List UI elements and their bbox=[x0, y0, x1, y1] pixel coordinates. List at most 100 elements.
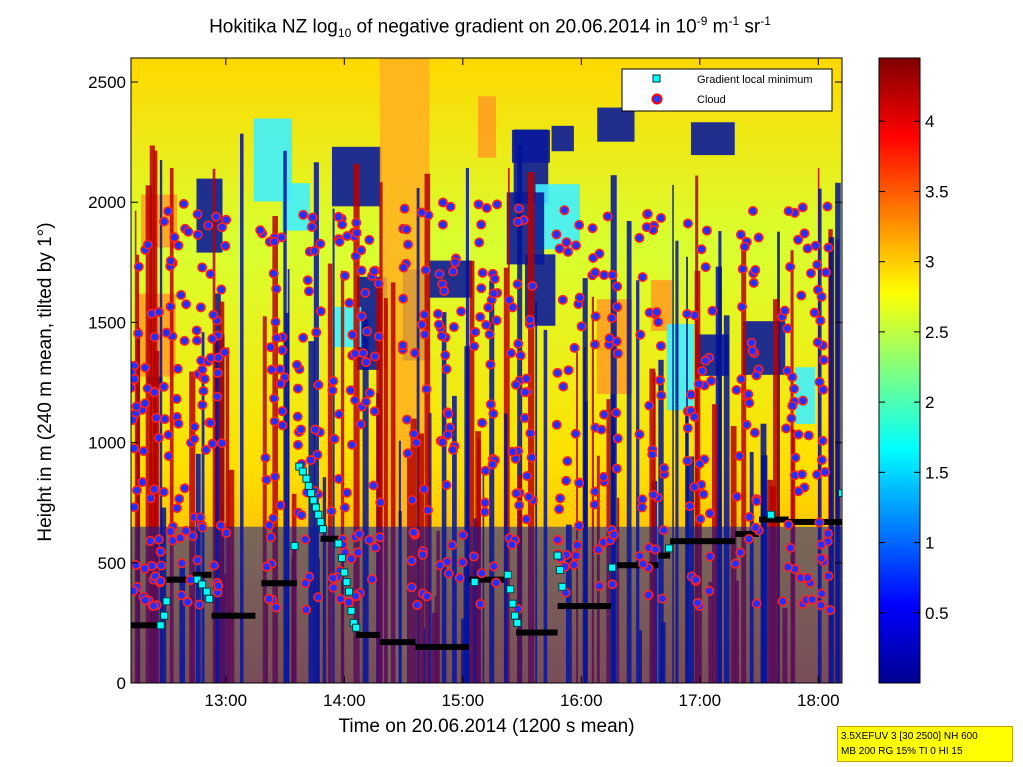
cloud-point bbox=[341, 487, 352, 498]
cloud-point bbox=[822, 528, 833, 539]
cloud-point bbox=[701, 225, 712, 236]
field-blob bbox=[506, 192, 545, 265]
cloud-point bbox=[656, 213, 667, 224]
cloud-point bbox=[360, 396, 371, 407]
cloud-point bbox=[408, 428, 419, 439]
field-streak bbox=[469, 260, 475, 683]
cloud-point bbox=[555, 493, 566, 504]
field-streak bbox=[149, 145, 155, 683]
cloud-point bbox=[820, 267, 831, 278]
gradient-min-step bbox=[557, 603, 611, 610]
cloud-point bbox=[131, 374, 140, 385]
gradient-min-step bbox=[735, 530, 760, 537]
gradient-min-point bbox=[508, 599, 517, 608]
cloud-point bbox=[554, 504, 565, 515]
cloud-point bbox=[700, 355, 711, 366]
cloud-point bbox=[506, 348, 517, 359]
cloud-point bbox=[364, 534, 375, 545]
cloud-point bbox=[551, 419, 562, 430]
colorbar-tick-label: 3.5 bbox=[925, 182, 949, 201]
cloud-point bbox=[743, 534, 754, 545]
cloud-point bbox=[189, 434, 200, 445]
cloud-point bbox=[351, 217, 362, 228]
cloud-point bbox=[604, 333, 615, 344]
cloud-point bbox=[523, 491, 534, 502]
cloud-point bbox=[642, 208, 653, 219]
field-streak bbox=[327, 263, 333, 683]
cloud-point bbox=[198, 385, 209, 396]
cloud-point bbox=[352, 547, 363, 558]
cloud-point bbox=[525, 428, 536, 439]
gradient-min-step bbox=[356, 631, 380, 638]
cloud-point bbox=[656, 390, 667, 401]
cloud-point bbox=[433, 319, 444, 330]
cloud-point bbox=[682, 455, 693, 466]
gradient-min-point bbox=[352, 623, 361, 632]
colorbar-tick-label: 4 bbox=[925, 112, 934, 131]
cloud-point bbox=[574, 292, 585, 303]
gradient-min-point bbox=[608, 563, 617, 572]
cloud-point bbox=[611, 463, 622, 474]
cloud-point bbox=[416, 207, 427, 218]
cloud-point bbox=[419, 309, 430, 320]
cloud-point bbox=[484, 329, 495, 340]
cloud-point bbox=[292, 359, 303, 370]
cloud-point bbox=[812, 259, 823, 270]
cloud-point bbox=[407, 495, 418, 506]
cloud-point bbox=[172, 363, 183, 374]
cloud-point bbox=[347, 329, 358, 340]
cloud-point bbox=[140, 362, 151, 373]
cloud-point bbox=[599, 409, 610, 420]
cloud-point bbox=[154, 306, 165, 317]
cloud-point bbox=[158, 381, 169, 392]
cloud-point bbox=[825, 605, 836, 616]
cloud-point bbox=[788, 383, 799, 394]
cloud-point bbox=[607, 269, 618, 280]
cloud-point bbox=[477, 417, 488, 428]
cloud-point bbox=[187, 530, 198, 541]
field-streak bbox=[535, 301, 538, 683]
cloud-point bbox=[690, 574, 701, 585]
field-streak bbox=[215, 293, 221, 683]
cloud-point bbox=[269, 471, 280, 482]
cloud-point bbox=[787, 400, 798, 411]
cloud-point bbox=[402, 448, 413, 459]
cloud-point bbox=[301, 604, 312, 615]
field-streak bbox=[507, 168, 510, 683]
cloud-point bbox=[409, 347, 420, 358]
cloud-point bbox=[598, 471, 609, 482]
cloud-point bbox=[422, 505, 433, 516]
colorbar-tick-label: 2.5 bbox=[925, 323, 949, 342]
cloud-point bbox=[149, 387, 160, 398]
cloud-point bbox=[612, 281, 623, 292]
cloud-point bbox=[373, 278, 384, 289]
cloud-point bbox=[191, 325, 202, 336]
cloud-point bbox=[159, 414, 170, 425]
gradient-min-point bbox=[503, 570, 512, 579]
cloud-point bbox=[657, 593, 668, 604]
gradient-min-point bbox=[318, 525, 327, 534]
cloud-point bbox=[406, 555, 417, 566]
cloud-point bbox=[264, 520, 275, 531]
cloud-point bbox=[802, 243, 813, 254]
legend-gradient-label: Gradient local minimum bbox=[697, 74, 813, 86]
cloud-point bbox=[163, 429, 174, 440]
cloud-point bbox=[327, 573, 338, 584]
cloud-point bbox=[173, 240, 184, 251]
cloud-point bbox=[339, 502, 350, 513]
cloud-point bbox=[261, 474, 272, 485]
cloud-point bbox=[515, 350, 526, 361]
cloud-point bbox=[634, 429, 645, 440]
cloud-point bbox=[268, 513, 279, 524]
cloud-point bbox=[368, 266, 379, 277]
gradient-min-point bbox=[290, 541, 299, 550]
cloud-point bbox=[638, 558, 649, 569]
cloud-point bbox=[490, 577, 501, 588]
cloud-point bbox=[205, 268, 216, 279]
gradient-min-point bbox=[298, 467, 307, 476]
colorbar-tick-label: 0.5 bbox=[925, 604, 949, 623]
cloud-point bbox=[375, 497, 386, 508]
cloud-point bbox=[489, 273, 500, 284]
cloud-point bbox=[658, 525, 669, 536]
cloud-point bbox=[335, 594, 346, 605]
